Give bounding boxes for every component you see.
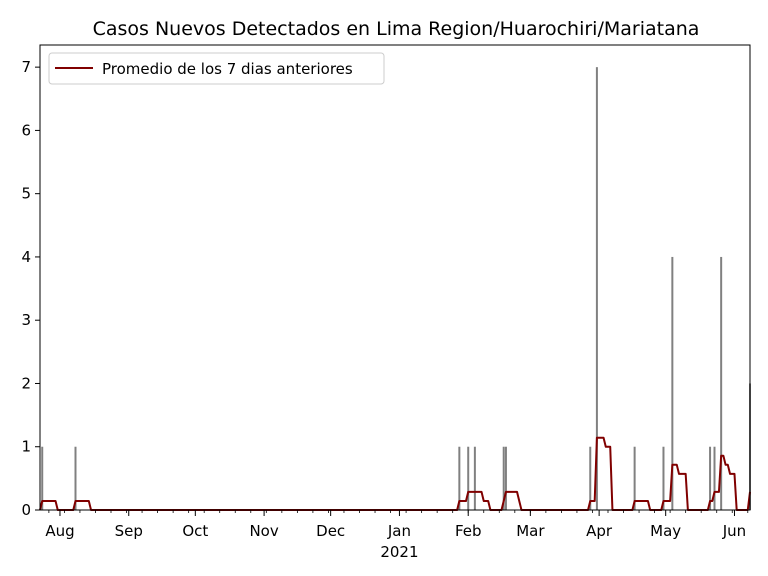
plot-frame (39, 44, 751, 511)
x-axis: Aug Sep Oct Nov Dec Jan Feb Mar Apr May Jun 2021 (45, 510, 749, 561)
x-tick-label: Sep (115, 522, 143, 540)
y-tick-label: 0 (21, 501, 31, 519)
legend-label: Promedio de los 7 dias anteriores (102, 60, 353, 78)
case-bar (41, 446, 44, 510)
x-tick-label: Dec (316, 522, 345, 540)
case-bar (458, 446, 461, 510)
case-bar (502, 446, 505, 510)
y-tick-label: 7 (21, 58, 31, 76)
case-bar (74, 446, 77, 510)
x-tick-label: May (650, 522, 681, 540)
x-tick-label: Jun (722, 522, 746, 540)
case-bar (595, 67, 598, 511)
case-bar (720, 256, 723, 510)
y-tick-label: 3 (21, 311, 31, 329)
x-tick-label: Nov (249, 522, 278, 540)
x-tick-label: Apr (586, 522, 613, 540)
y-axis: 0 1 2 3 4 5 6 7 (21, 58, 40, 519)
case-bar (504, 446, 507, 510)
case-bar (662, 446, 665, 510)
x-tick-label: Feb (455, 522, 482, 540)
case-bar (589, 446, 592, 510)
plot-area (40, 45, 750, 510)
case-bar (713, 446, 716, 510)
y-tick-label: 6 (21, 121, 31, 139)
case-bar (671, 256, 674, 510)
x-tick-label: Aug (45, 522, 74, 540)
y-tick-label: 5 (21, 185, 31, 203)
x-tick-label: Mar (516, 522, 545, 540)
chart-title: Casos Nuevos Detectados en Lima Region/H… (93, 18, 700, 40)
x-year-label: 2021 (380, 543, 418, 561)
x-tick-label: Jan (387, 522, 411, 540)
case-bar (473, 446, 476, 510)
y-tick-label: 1 (21, 438, 31, 456)
legend-box (48, 52, 385, 85)
case-bar (709, 446, 712, 510)
y-tick-label: 4 (21, 248, 31, 266)
case-bar (633, 446, 636, 510)
y-tick-label: 2 (21, 374, 31, 392)
x-tick-label: Oct (182, 522, 208, 540)
case-bar (467, 446, 470, 510)
legend: Promedio de los 7 dias anteriores (48, 52, 385, 85)
